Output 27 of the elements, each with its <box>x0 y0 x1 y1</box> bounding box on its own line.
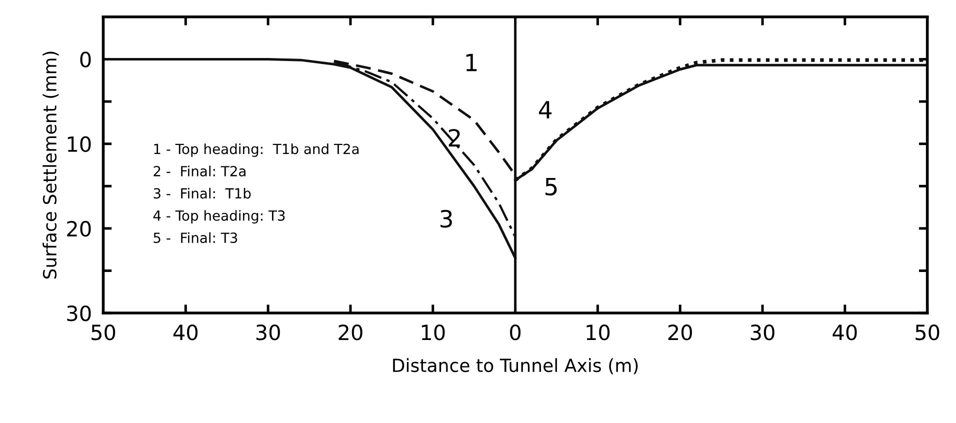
series-label: 2 <box>448 128 460 146</box>
series-label: 4 <box>539 101 552 118</box>
y-axis-title: Surface Settlement (mm) <box>42 52 59 279</box>
series-label: 1 <box>466 54 477 72</box>
x-tick-label: 20 <box>338 324 362 340</box>
x-tick-label: 10 <box>586 324 610 340</box>
x-tick-label: 10 <box>422 324 445 340</box>
x-tick-label: 40 <box>832 324 857 340</box>
series-label: 5 <box>546 178 557 196</box>
annotation: 1 - Top heading: T1b and T2a <box>154 143 359 157</box>
y-tick-label: 10 <box>68 136 91 152</box>
x-tick-label: 50 <box>916 324 940 340</box>
x-axis-title: Distance to Tunnel Axis (m) <box>393 358 638 374</box>
x-tick-label: 20 <box>668 324 692 340</box>
annotation: 3 - Final: T1b <box>154 188 251 199</box>
x-tick-label: 0 <box>510 324 521 340</box>
x-tick-label: 50 <box>92 324 116 340</box>
x-tick-label: 30 <box>750 324 774 340</box>
annotation: 5 - Final: T3 <box>154 232 238 244</box>
y-tick-label: 30 <box>67 305 91 322</box>
series-label: 3 <box>440 210 452 228</box>
annotation: 2 - Final: T2a <box>154 166 246 176</box>
annotation: 4 - Top heading: T3 <box>153 210 285 224</box>
y-tick-label: 20 <box>67 220 91 237</box>
x-tick-label: 30 <box>256 324 280 340</box>
x-tick-label: 40 <box>173 324 198 340</box>
y-tick-label: 0 <box>80 52 91 68</box>
